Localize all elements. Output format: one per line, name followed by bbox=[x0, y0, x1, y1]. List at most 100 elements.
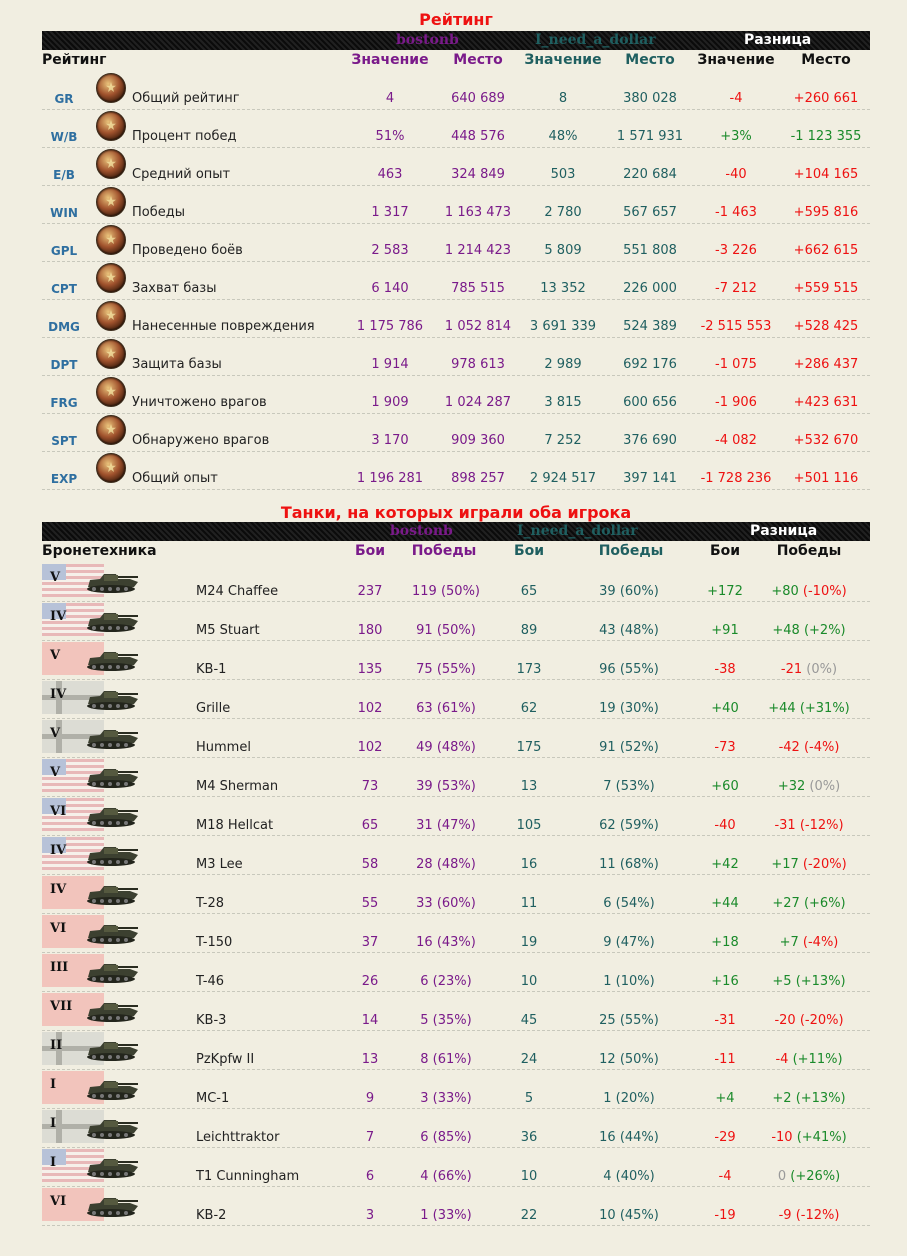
tank-icon bbox=[82, 682, 140, 712]
p2-battles-header: Бои bbox=[513, 543, 545, 559]
player1-name-tanks[interactable]: bostonb bbox=[390, 523, 453, 539]
rating-label: Обнаружено врагов bbox=[132, 433, 270, 448]
p1-battles: 237 bbox=[357, 584, 383, 599]
p1-value: 3 170 bbox=[371, 433, 409, 448]
diff-wins-count: +5 bbox=[772, 974, 792, 989]
diff-wins-count: -42 bbox=[778, 740, 800, 755]
player1-name[interactable]: bostonb bbox=[396, 32, 459, 48]
diff-wins-count: +80 bbox=[771, 584, 799, 599]
diff-wins-pct: (-12%) bbox=[799, 818, 844, 833]
tanks-section-title: Танки, на которых играли оба игрока bbox=[280, 503, 632, 522]
tank-tier: VI bbox=[50, 804, 67, 819]
p2-place: 226 000 bbox=[623, 281, 677, 296]
p1-place: 640 689 bbox=[451, 91, 505, 106]
p2-wins: 9 (47%) bbox=[603, 935, 655, 950]
p1-value: 1 175 786 bbox=[356, 319, 424, 334]
diff-wins-pct: (0%) bbox=[806, 662, 838, 677]
tank-tier: IV bbox=[50, 687, 67, 702]
diff-wins-count: +2 bbox=[772, 1091, 792, 1106]
tank-name[interactable]: MC-1 bbox=[196, 1091, 230, 1106]
p1-battles: 180 bbox=[357, 623, 383, 638]
tank-row: VI T-150 37 16 (43%) 19 9 (47%) +18 +7 (-4%) bbox=[42, 914, 870, 953]
diff-place: +104 165 bbox=[793, 167, 859, 182]
diff-value: -7 212 bbox=[715, 281, 757, 296]
diff-battles: -73 bbox=[714, 740, 736, 755]
tank-row: VI KB-2 3 1 (33%) 22 10 (45%) -19 -9 (-12%) bbox=[42, 1187, 870, 1226]
p2-wins: 12 (50%) bbox=[599, 1052, 659, 1067]
tank-name[interactable]: M24 Chaffee bbox=[196, 584, 279, 599]
player2-name[interactable]: I_need_a_dollar bbox=[535, 32, 656, 48]
star-icon bbox=[96, 453, 126, 483]
diff-wins: +27 (+6%) bbox=[772, 896, 845, 912]
general-rating-icon bbox=[96, 73, 126, 103]
diff-battles: -4 bbox=[718, 1169, 732, 1184]
tank-row: V M4 Sherman 73 39 (53%) 13 7 (53%) +60 +32 (0%… bbox=[42, 758, 870, 797]
diff-wins: -42 (-4%) bbox=[779, 740, 840, 756]
p1-place: 448 576 bbox=[451, 129, 505, 144]
p1-battles: 55 bbox=[361, 896, 379, 911]
diff-battles: +42 bbox=[711, 857, 739, 872]
tank-name[interactable]: Hummel bbox=[196, 740, 251, 755]
tank-row: II PzKpfw II 13 8 (61%) 24 12 (50%) -11 -4 (+11… bbox=[42, 1031, 870, 1070]
p1-place: 1 163 473 bbox=[444, 205, 512, 220]
diff-wins-count: -20 bbox=[774, 1013, 796, 1028]
diff-battles: -29 bbox=[714, 1130, 736, 1145]
diff-value: -1 728 236 bbox=[700, 471, 772, 486]
tank-name[interactable]: M5 Stuart bbox=[196, 623, 260, 638]
p1-wins: 16 (43%) bbox=[416, 935, 476, 950]
tank-icon bbox=[82, 721, 140, 751]
tank-name[interactable]: M3 Lee bbox=[196, 857, 243, 872]
p1-wins: 49 (48%) bbox=[416, 740, 476, 755]
p1-battles: 26 bbox=[361, 974, 379, 989]
rating-abbr: WIN bbox=[50, 206, 78, 220]
tank-icon bbox=[82, 643, 140, 673]
tank-name[interactable]: Leichttraktor bbox=[196, 1130, 280, 1145]
diff-wins-pct: (+26%) bbox=[790, 1169, 841, 1184]
diff-wins-count: +32 bbox=[777, 779, 806, 794]
diff-battles: -11 bbox=[714, 1052, 736, 1067]
tank-icon bbox=[82, 877, 140, 907]
tank-tier: VI bbox=[50, 1194, 67, 1209]
tank-name[interactable]: M18 Hellcat bbox=[196, 818, 274, 833]
p1-wins: 31 (47%) bbox=[416, 818, 476, 833]
rating-label: Процент побед bbox=[132, 129, 237, 144]
tank-icon bbox=[82, 1033, 140, 1063]
tank-name[interactable]: PzKpfw II bbox=[196, 1052, 255, 1067]
tank-name[interactable]: T-46 bbox=[196, 974, 224, 989]
diff-place: +423 631 bbox=[793, 395, 859, 410]
p2-battles: 10 bbox=[520, 1169, 538, 1184]
p2-wins: 6 (54%) bbox=[603, 896, 655, 911]
tank-row: VII KB-3 14 5 (35%) 45 25 (55%) -31 -20 (-20%) bbox=[42, 992, 870, 1031]
rating-abbr: E/B bbox=[53, 168, 75, 182]
player2-name-tanks[interactable]: I_need_a_dollar bbox=[517, 523, 638, 539]
diff-wins-header: Победы bbox=[776, 543, 842, 559]
diff-wins: 0 (+26%) bbox=[778, 1169, 840, 1185]
p2-value: 3 815 bbox=[544, 395, 582, 410]
p2-battles: 19 bbox=[520, 935, 538, 950]
tank-icon bbox=[82, 994, 140, 1024]
diff-battles: +44 bbox=[711, 896, 739, 911]
tank-name[interactable]: M4 Sherman bbox=[196, 779, 279, 794]
tank-name[interactable]: T-150 bbox=[196, 935, 233, 950]
diff-wins-pct: (-4%) bbox=[803, 740, 840, 755]
diff-wins: -20 (-20%) bbox=[774, 1013, 843, 1029]
diff-wins: +17 (-20%) bbox=[771, 857, 846, 873]
tank-row: III T-46 26 6 (23%) 10 1 (10%) +16 +5 (+13%) bbox=[42, 953, 870, 992]
tank-name[interactable]: KB-1 bbox=[196, 662, 227, 677]
tank-tier: V bbox=[50, 648, 61, 663]
p1-value: 1 196 281 bbox=[356, 471, 424, 486]
tank-name[interactable]: KB-2 bbox=[196, 1208, 227, 1223]
diff-value-header: Значение bbox=[697, 52, 775, 68]
tank-row: IV M5 Stuart 180 91 (50%) 89 43 (48%) +91 +48 (… bbox=[42, 602, 870, 641]
rating-section-title: Рейтинг bbox=[419, 10, 493, 29]
tank-name[interactable]: KB-3 bbox=[196, 1013, 227, 1028]
p1-battles: 9 bbox=[365, 1091, 375, 1106]
diff-wins-count: +48 bbox=[772, 623, 800, 638]
tank-name[interactable]: T1 Cunningham bbox=[196, 1169, 300, 1184]
tank-name[interactable]: Grille bbox=[196, 701, 231, 716]
tank-name[interactable]: T-28 bbox=[196, 896, 224, 911]
tank-row: VI M18 Hellcat 65 31 (47%) 105 62 (59%) -40 -31… bbox=[42, 797, 870, 836]
diff-wins: -21 (0%) bbox=[781, 662, 837, 678]
diff-battles: -38 bbox=[714, 662, 736, 677]
p2-value: 7 252 bbox=[544, 433, 582, 448]
